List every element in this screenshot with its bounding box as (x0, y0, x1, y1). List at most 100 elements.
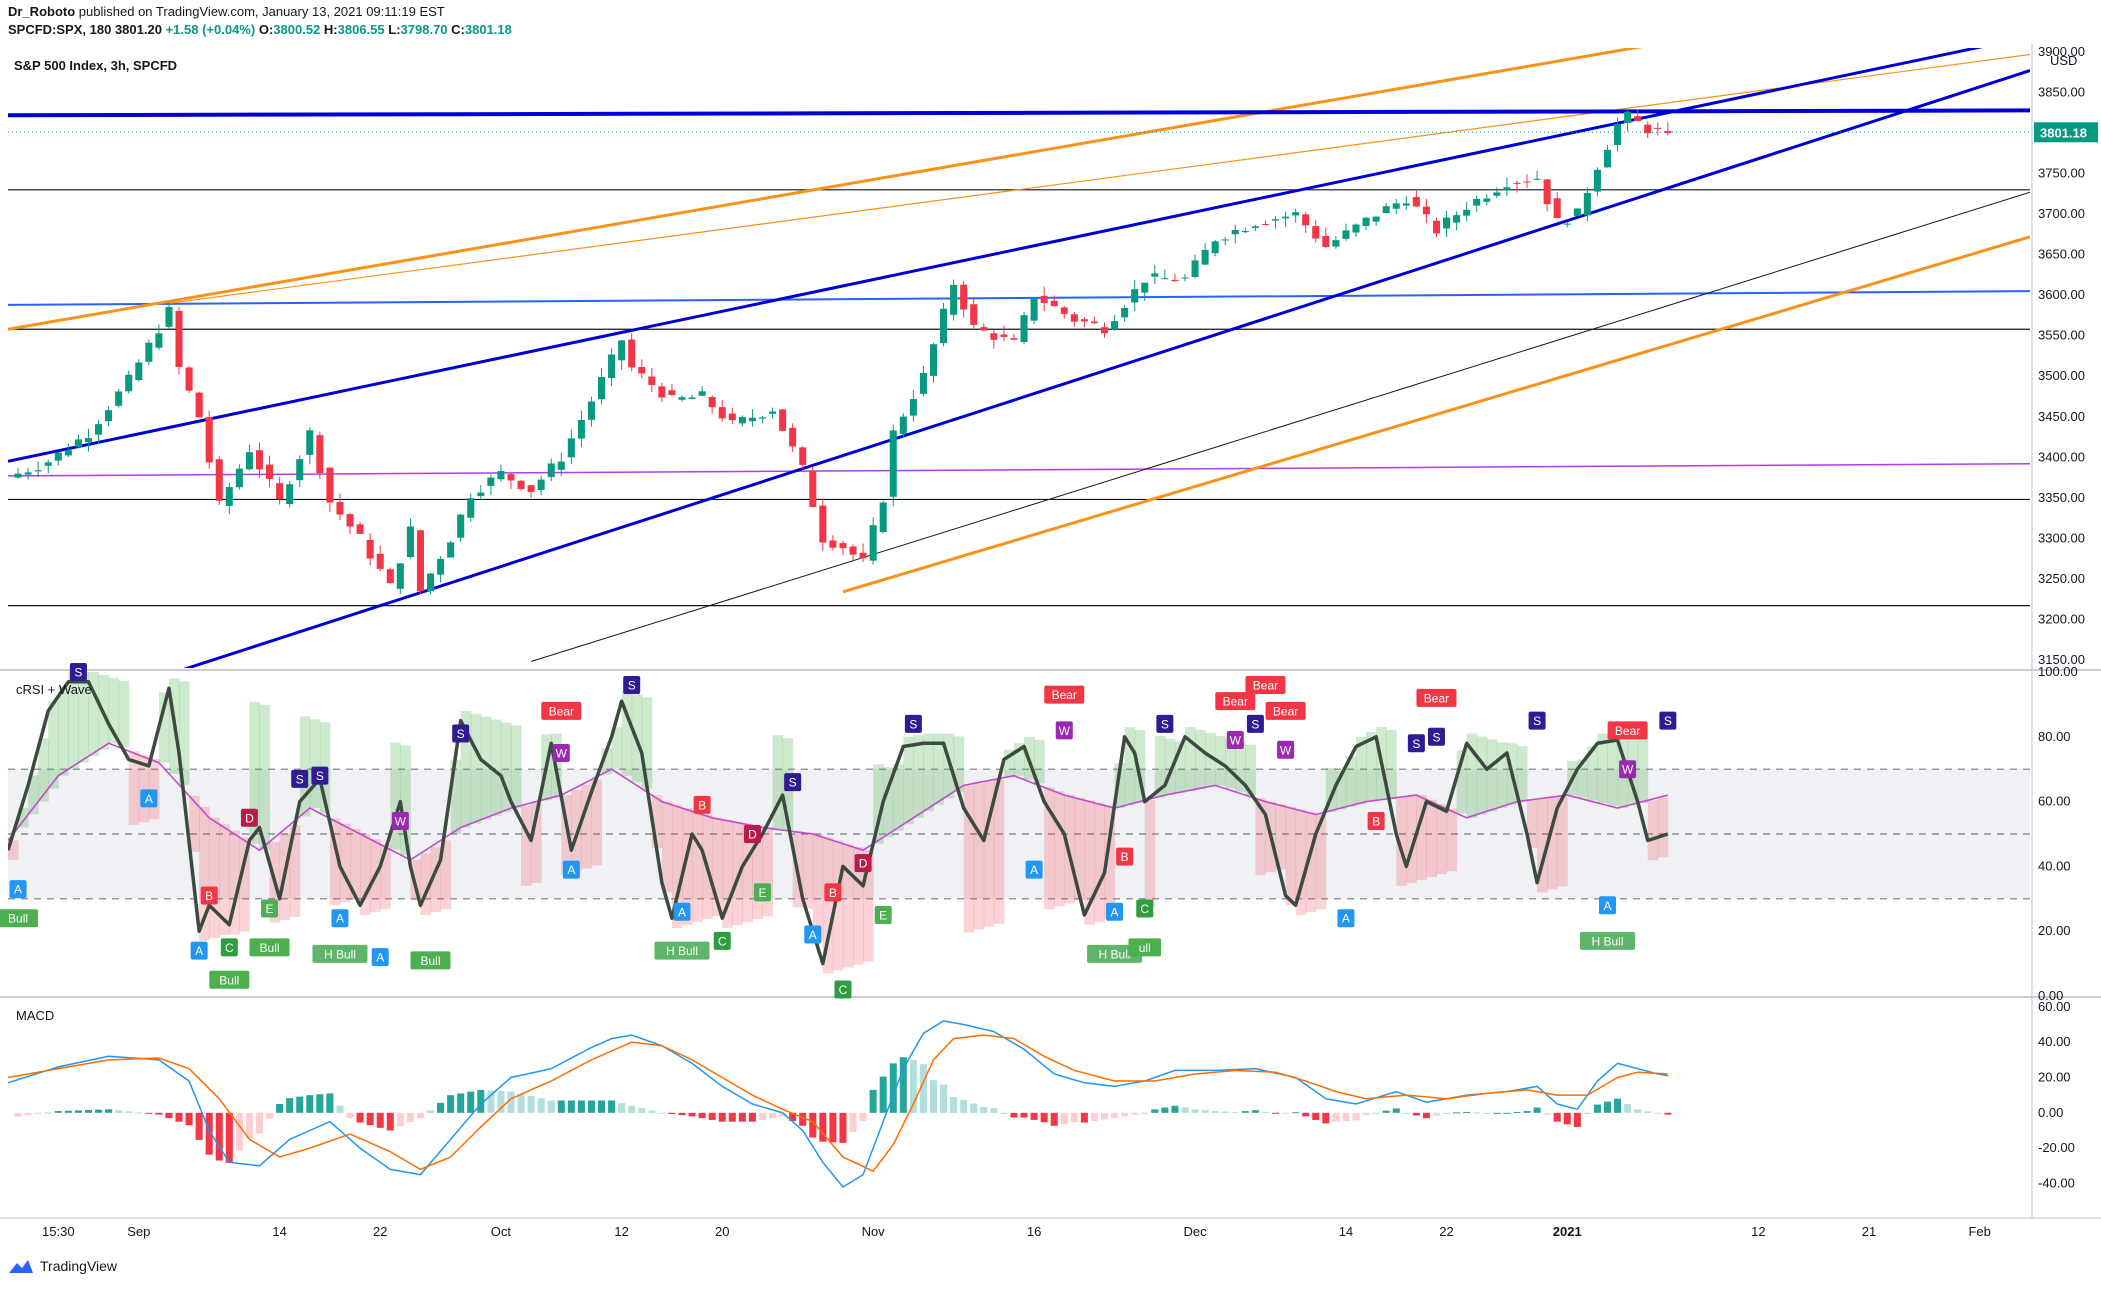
wave-label-text: A (1603, 899, 1611, 913)
wave-label-c[interactable]: C (1136, 899, 1154, 918)
author-name[interactable]: Dr_Roboto (8, 4, 76, 19)
wave-label-text: Bear (1223, 695, 1248, 709)
wave-label-s[interactable]: S (311, 766, 329, 785)
wave-zone (68, 672, 79, 770)
candle-body (587, 401, 595, 420)
wave-label-bull[interactable]: ull (1128, 938, 1161, 957)
wave-label-bull[interactable]: H Bull (654, 941, 710, 960)
wave-label-e[interactable]: E (753, 883, 771, 902)
wave-label-e[interactable]: E (874, 906, 892, 924)
wave-label-a[interactable]: A (804, 925, 822, 944)
wave-label-b[interactable]: B (1116, 847, 1134, 866)
wave-label-s[interactable]: S (1528, 711, 1546, 730)
wave-label-bull[interactable]: H Bull (1087, 944, 1143, 963)
wave-label-s[interactable]: S (623, 675, 641, 694)
wave-label-s[interactable]: S (1427, 727, 1445, 746)
wave-label-c[interactable]: C (834, 980, 852, 999)
wave-label-b[interactable]: B (200, 886, 218, 905)
wave-label-a[interactable]: A (673, 902, 691, 921)
wave-label-s[interactable]: S (452, 724, 470, 743)
wave-label-d[interactable]: D (240, 808, 258, 827)
wave-label-s[interactable]: S (904, 714, 922, 733)
wave-label-bear[interactable]: Bear (1265, 701, 1306, 720)
wave-label-w[interactable]: W (1619, 760, 1637, 779)
wave-label-bull[interactable]: H Bull (312, 944, 368, 963)
footer-brand: TradingView (40, 1258, 118, 1274)
candle-body (1080, 319, 1088, 322)
candle-body (748, 417, 756, 422)
wave-label-text: A (14, 883, 22, 897)
wave-label-bull[interactable]: H Bull (1579, 931, 1635, 950)
wave-label-w[interactable]: W (391, 812, 409, 831)
wave-zone (1335, 770, 1347, 810)
wave-label-bull[interactable]: Bull (249, 938, 290, 957)
wave-label-text: A (195, 944, 203, 958)
price-pane-title[interactable]: S&P 500 Index, 3h, SPCFD (14, 58, 178, 73)
wave-label-bull[interactable]: Bull (209, 970, 250, 989)
wave-label-a[interactable]: A (371, 948, 389, 967)
wave-label-w[interactable]: W (1226, 731, 1244, 750)
symbol-label[interactable]: SPCFD:SPX, 180 (8, 22, 112, 37)
wave-label-a[interactable]: A (1337, 909, 1355, 928)
wave-zone (249, 701, 260, 844)
price-tick-label: 3550.00 (2038, 328, 2085, 343)
wave-label-w[interactable]: W (1055, 721, 1073, 740)
macd-histogram-bar (406, 1112, 414, 1123)
wave-zone (983, 781, 995, 927)
macd-histogram-bar (44, 1112, 52, 1114)
wave-label-c[interactable]: C (713, 931, 731, 950)
wave-label-b[interactable]: B (1367, 812, 1385, 831)
wave-label-bear[interactable]: Bear (1215, 692, 1256, 711)
wave-label-a[interactable]: A (140, 789, 158, 808)
wave-label-s[interactable]: S (1156, 714, 1174, 733)
wave-label-bull[interactable]: Bull (410, 951, 451, 970)
wave-label-s[interactable]: S (69, 663, 87, 681)
wave-label-c[interactable]: C (220, 938, 238, 957)
wave-label-bear[interactable]: Bear (1416, 688, 1457, 707)
price-tick-label: 3850.00 (2038, 85, 2085, 100)
rsi-pane-title[interactable]: cRSI + Wave (16, 682, 92, 697)
wave-label-s[interactable]: S (784, 773, 802, 792)
wave-zone (1215, 735, 1226, 786)
wave-label-box (311, 766, 329, 785)
wave-label-s[interactable]: S (1407, 734, 1425, 753)
wave-label-b[interactable]: B (693, 795, 711, 814)
wave-label-d[interactable]: D (854, 854, 872, 873)
wave-label-w[interactable]: W (552, 744, 570, 762)
wave-zone (1466, 733, 1478, 818)
rsi-tick-label: 40.00 (2038, 858, 2071, 873)
wave-label-a[interactable]: A (9, 880, 27, 899)
wave-label-bear[interactable]: Bear (1044, 685, 1085, 704)
wave-label-a[interactable]: A (1106, 902, 1124, 921)
wave-label-bear[interactable]: Bear (1245, 675, 1286, 694)
wave-label-box (1277, 740, 1295, 759)
wave-label-w[interactable]: W (1277, 740, 1295, 759)
wave-label-a[interactable]: A (331, 909, 349, 928)
wave-label-b[interactable]: B (824, 883, 842, 902)
candle-body (316, 435, 324, 474)
wave-label-a[interactable]: A (190, 941, 208, 960)
wave-label-a[interactable]: A (562, 860, 580, 879)
wave-label-text: H Bull (1099, 947, 1131, 961)
wave-label-a[interactable]: A (1025, 860, 1043, 879)
tradingview-footer[interactable]: TradingView (8, 1258, 117, 1274)
wave-label-text: E (758, 886, 766, 900)
wave-label-s[interactable]: S (1246, 714, 1264, 733)
wave-label-s[interactable]: S (291, 769, 309, 788)
candle-body (74, 439, 82, 447)
wave-label-box (804, 925, 822, 944)
wave-label-s[interactable]: S (1659, 711, 1677, 730)
wave-label-bear[interactable]: Bear (541, 701, 582, 720)
wave-label-a[interactable]: A (1598, 896, 1616, 915)
macd-pane-title[interactable]: MACD (16, 1008, 55, 1023)
wave-label-bull[interactable]: Bull (0, 909, 39, 928)
wave-label-e[interactable]: E (261, 899, 279, 918)
wave-label-d[interactable]: D (743, 825, 761, 843)
wave-label-box (1598, 896, 1616, 915)
wave-label-bear[interactable]: Bear (1607, 721, 1648, 740)
wave-zone (692, 811, 703, 923)
price-tick-label: 3400.00 (2038, 449, 2085, 464)
wave-label-text: Bear (549, 704, 574, 718)
